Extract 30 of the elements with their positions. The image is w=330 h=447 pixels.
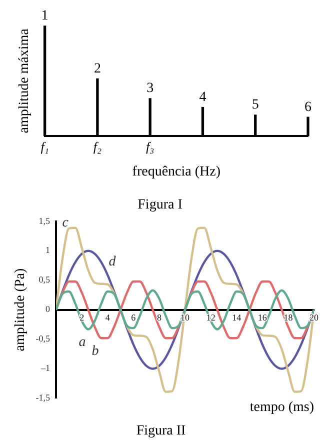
x-tick-label: f₁ xyxy=(40,139,49,154)
series-label: d xyxy=(108,254,117,270)
annotation: 2 xyxy=(94,61,101,76)
x-tick-label: 14 xyxy=(232,312,242,323)
series-label: c xyxy=(62,216,70,231)
x-tick-label: f₂ xyxy=(93,139,102,154)
y-tick-label: 0 xyxy=(46,304,51,314)
y-tick-label: -1,5 xyxy=(36,392,51,403)
annotation: 4 xyxy=(199,90,206,105)
y-axis-title: amplitude (Pa) xyxy=(13,268,28,352)
y-tick-label: 1,5 xyxy=(38,216,51,226)
annotation: 5 xyxy=(252,98,259,113)
series-label: a xyxy=(78,334,86,350)
y-tick-label: –1 xyxy=(40,363,50,374)
series-label: b xyxy=(92,344,99,359)
text: Figura I xyxy=(138,197,183,212)
x-tick-label: 8 xyxy=(156,312,162,323)
y-tick-label: 1 xyxy=(46,245,50,256)
y-tick-label: 0,5 xyxy=(38,274,51,285)
annotation: 6 xyxy=(304,100,312,115)
x-tick-label: 4 xyxy=(105,312,110,323)
x-tick-label: 16 xyxy=(258,312,268,323)
annotation: 3 xyxy=(146,81,154,96)
x-axis-title: frequência (Hz) xyxy=(132,164,221,180)
x-tick-label: 6 xyxy=(131,312,136,323)
y-tick-label: -0,5 xyxy=(36,334,51,344)
x-axis-title: tempo (ms) xyxy=(250,400,314,415)
x-tick-label: f₃ xyxy=(146,139,154,154)
y-axis-title: amplitude máxima xyxy=(17,28,32,134)
text: Figura II xyxy=(136,423,186,438)
